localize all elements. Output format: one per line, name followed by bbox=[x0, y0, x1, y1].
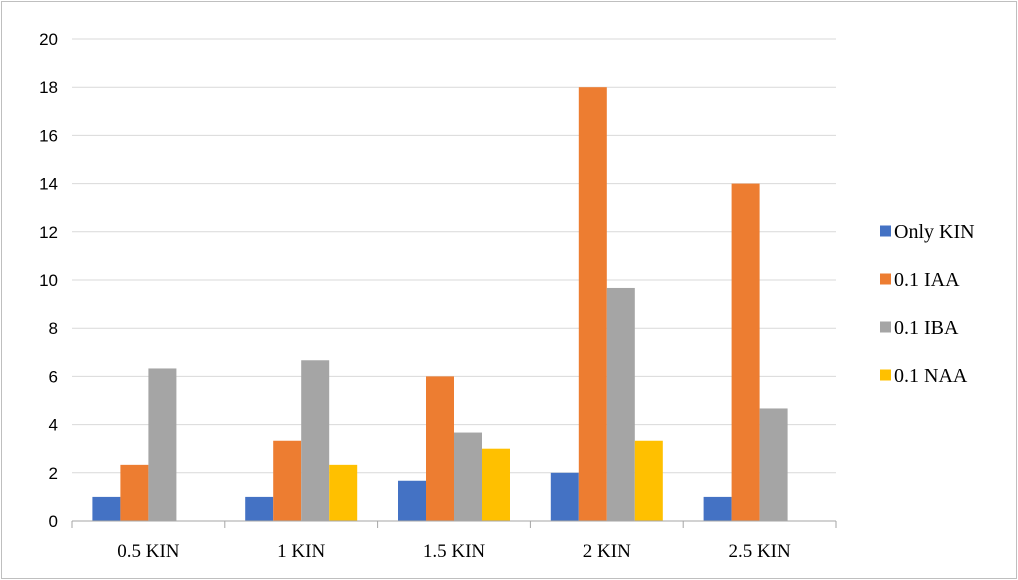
legend-swatch bbox=[880, 273, 891, 285]
bar bbox=[273, 440, 302, 521]
y-tick-label: 8 bbox=[49, 319, 58, 338]
bar bbox=[301, 360, 330, 521]
y-tick-label: 2 bbox=[49, 464, 58, 483]
y-tick-label: 12 bbox=[39, 223, 58, 242]
legend-swatch bbox=[880, 321, 891, 333]
bar bbox=[329, 464, 358, 521]
y-tick-label: 16 bbox=[39, 126, 58, 145]
bar bbox=[550, 472, 579, 521]
bar bbox=[426, 376, 454, 521]
bar bbox=[92, 496, 121, 521]
legend-swatch bbox=[880, 225, 891, 237]
bar bbox=[120, 464, 149, 521]
bar bbox=[454, 432, 482, 521]
y-tick-label: 10 bbox=[39, 271, 58, 290]
x-tick-label: 2.5 KIN bbox=[728, 541, 791, 562]
gridlines bbox=[72, 38, 836, 474]
legend-swatch bbox=[880, 369, 891, 381]
y-tick-label: 14 bbox=[39, 175, 58, 194]
x-tick-label: 2 KIN bbox=[583, 541, 631, 562]
bar bbox=[703, 496, 732, 521]
bar bbox=[606, 287, 635, 521]
y-tick-label: 20 bbox=[39, 30, 58, 49]
bar bbox=[634, 440, 663, 521]
bar bbox=[245, 496, 274, 521]
legend-label: 0.1 NAA bbox=[894, 365, 968, 387]
x-tick-label: 1 KIN bbox=[277, 541, 325, 562]
axes: 0 2 4 6 8 10 12 14 16 18 20 0.5 KIN 1 KIN 1.5 KIN 2 KI… bbox=[39, 30, 837, 562]
y-tick-label: 4 bbox=[49, 416, 58, 435]
x-tick-label: 1.5 KIN bbox=[423, 541, 486, 562]
x-tick-label: 0.5 KIN bbox=[117, 541, 180, 562]
legend: Only KIN 0.1 IAA 0.1 IBA 0.1 NAA bbox=[880, 221, 975, 387]
bar bbox=[398, 480, 426, 521]
legend-label: 0.1 IAA bbox=[894, 269, 960, 291]
bar bbox=[148, 368, 177, 521]
bar bbox=[482, 448, 510, 521]
y-tick-label: 18 bbox=[39, 78, 58, 97]
y-tick-label: 0 bbox=[49, 512, 58, 531]
legend-label: 0.1 IBA bbox=[894, 317, 959, 339]
bar bbox=[759, 408, 788, 521]
legend-label: Only KIN bbox=[894, 221, 975, 243]
bar bbox=[578, 87, 607, 521]
bar bbox=[731, 183, 760, 521]
bars bbox=[92, 87, 788, 521]
y-tick-label: 6 bbox=[49, 367, 58, 386]
